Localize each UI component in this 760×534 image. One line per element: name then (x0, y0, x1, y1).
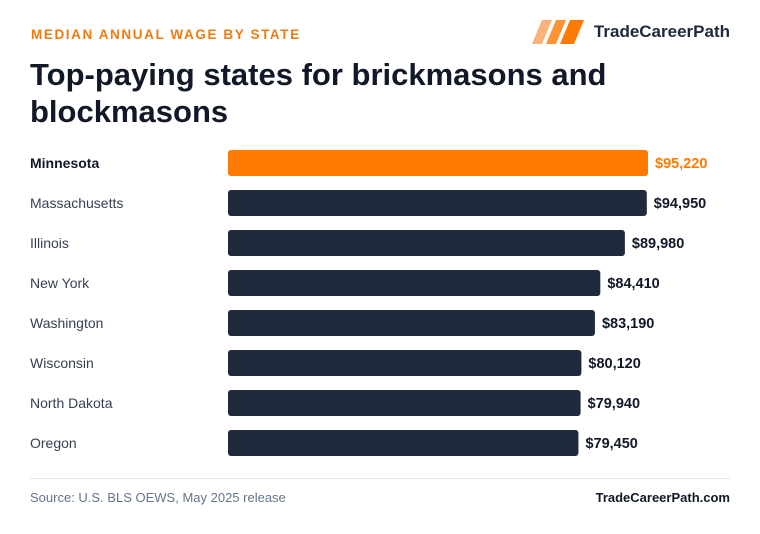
source-note: Source: U.S. BLS OEWS, May 2025 release (30, 490, 286, 505)
chart-title: Top-paying states for brickmasons and bl… (30, 57, 607, 129)
bar (228, 430, 579, 456)
category-label: Massachusetts (30, 195, 123, 211)
value-label: $79,450 (585, 436, 637, 452)
bar (228, 270, 601, 296)
category-label: Washington (30, 315, 103, 331)
bar (228, 150, 648, 176)
footer-divider (30, 478, 730, 479)
category-label: Oregon (30, 435, 77, 451)
category-label: Wisconsin (30, 355, 94, 371)
bar (228, 230, 625, 256)
value-label: $84,410 (607, 276, 659, 292)
value-label: $83,190 (602, 316, 654, 332)
bar (228, 190, 647, 216)
bar (228, 350, 582, 376)
value-label: $89,980 (632, 236, 684, 252)
bar (228, 310, 595, 336)
brand-logo: TradeCareerPath (531, 20, 730, 44)
value-label: $95,220 (655, 156, 707, 172)
value-label: $94,950 (654, 196, 706, 212)
brand-name: TradeCareerPath (593, 22, 730, 41)
stripes-logo-icon (531, 20, 584, 44)
chart-eyebrow: MEDIAN ANNUAL WAGE BY STATE (31, 27, 301, 42)
bar (228, 390, 581, 416)
bar-chart: Minnesota $95,220 Massachusetts $94,950 Illi… (30, 150, 707, 456)
category-label: North Dakota (30, 395, 113, 411)
category-label: Illinois (30, 235, 69, 251)
site-url: TradeCareerPath.com (595, 490, 730, 505)
value-label: $80,120 (588, 356, 640, 372)
value-label: $79,940 (588, 396, 640, 412)
category-label: Minnesota (30, 155, 99, 171)
category-label: New York (30, 275, 90, 291)
